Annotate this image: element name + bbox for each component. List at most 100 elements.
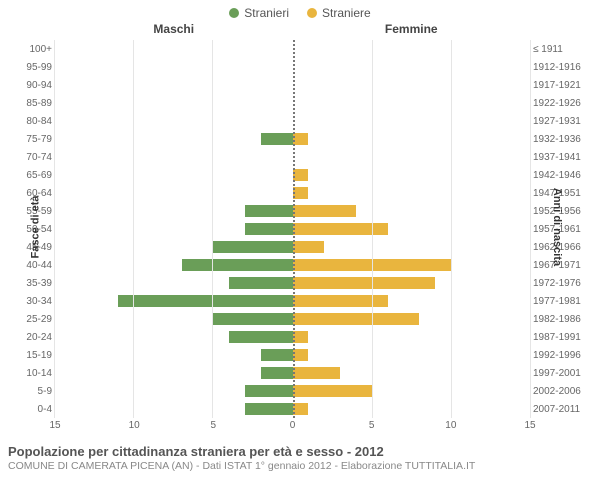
age-label: 50-54: [0, 220, 52, 238]
female-bar: [293, 277, 436, 290]
birth-label: 1967-1971: [533, 256, 600, 274]
legend-female-swatch: [307, 8, 317, 18]
bar-row: [55, 220, 293, 238]
gridline: [54, 40, 55, 418]
bar-row: [55, 400, 293, 418]
female-bar: [293, 349, 309, 362]
male-half: [55, 40, 293, 418]
bar-row: [293, 238, 531, 256]
female-half: [293, 40, 531, 418]
birth-label: ≤ 1911: [533, 40, 600, 58]
bar-row: [293, 382, 531, 400]
gridline: [212, 40, 213, 418]
bar-row: [293, 256, 531, 274]
bar-row: [55, 382, 293, 400]
bar-row: [55, 238, 293, 256]
age-label: 60-64: [0, 184, 52, 202]
birth-label: 1997-2001: [533, 364, 600, 382]
x-tick: 5: [211, 420, 217, 431]
chart-subtitle: COMUNE DI CAMERATA PICENA (AN) - Dati IS…: [8, 460, 592, 472]
birth-label: 1927-1931: [533, 112, 600, 130]
bar-row: [293, 130, 531, 148]
age-label: 0-4: [0, 400, 52, 418]
age-label: 25-29: [0, 310, 52, 328]
x-ticks: 15105051015: [55, 418, 530, 438]
legend-male: Stranieri: [229, 6, 289, 20]
bar-row: [55, 310, 293, 328]
age-label: 65-69: [0, 166, 52, 184]
birth-label: 1917-1921: [533, 76, 600, 94]
male-bar: [261, 367, 293, 380]
female-bar: [293, 205, 356, 218]
bar-row: [55, 328, 293, 346]
chart-title: Popolazione per cittadinanza straniera p…: [8, 444, 592, 459]
x-tick: 0: [290, 420, 296, 431]
female-bar: [293, 187, 309, 200]
bar-row: [293, 328, 531, 346]
birth-label: 1977-1981: [533, 292, 600, 310]
birth-label: 1932-1936: [533, 130, 600, 148]
bar-row: [55, 130, 293, 148]
chart-footer: Popolazione per cittadinanza straniera p…: [0, 438, 600, 472]
chart-area: Fasce di età Anni di nascita 100+95-9990…: [0, 36, 600, 418]
legend-female: Straniere: [307, 6, 371, 20]
male-bar: [229, 277, 292, 290]
bar-row: [55, 112, 293, 130]
male-bar: [213, 241, 292, 254]
bar-row: [293, 292, 531, 310]
bar-row: [293, 148, 531, 166]
age-label: 20-24: [0, 328, 52, 346]
male-bar: [261, 133, 293, 146]
y-axis-title-right: Anni di nascita: [551, 188, 563, 266]
bar-row: [293, 40, 531, 58]
age-label: 15-19: [0, 346, 52, 364]
age-label: 10-14: [0, 364, 52, 382]
bar-row: [293, 202, 531, 220]
bar-row: [55, 202, 293, 220]
legend-male-swatch: [229, 8, 239, 18]
legend-male-label: Stranieri: [244, 6, 289, 20]
age-label: 40-44: [0, 256, 52, 274]
header-male: Maschi: [0, 22, 293, 36]
bar-row: [293, 166, 531, 184]
female-bar: [293, 241, 325, 254]
bar-row: [55, 256, 293, 274]
y-axis-right: ≤ 19111912-19161917-19211922-19261927-19…: [530, 40, 600, 418]
male-bar: [213, 313, 292, 326]
bar-row: [293, 76, 531, 94]
bar-row: [293, 94, 531, 112]
male-bar: [229, 331, 292, 344]
chart-legend: Stranieri Straniere: [0, 0, 600, 22]
male-bar: [118, 295, 292, 308]
bar-row: [55, 94, 293, 112]
age-label: 100+: [0, 40, 52, 58]
birth-label: 2002-2006: [533, 382, 600, 400]
age-label: 90-94: [0, 76, 52, 94]
x-tick: 10: [445, 420, 456, 431]
male-bar: [245, 385, 293, 398]
age-label: 35-39: [0, 274, 52, 292]
male-bar: [245, 205, 293, 218]
female-bar: [293, 313, 420, 326]
male-bar: [245, 403, 293, 416]
female-bar: [293, 223, 388, 236]
bar-row: [55, 76, 293, 94]
female-bar: [293, 367, 341, 380]
x-tick: 15: [524, 420, 535, 431]
gridline: [372, 40, 373, 418]
birth-label: 1912-1916: [533, 58, 600, 76]
birth-label: 1957-1961: [533, 220, 600, 238]
bar-row: [55, 166, 293, 184]
female-bar: [293, 331, 309, 344]
bar-row: [55, 292, 293, 310]
birth-label: 1937-1941: [533, 148, 600, 166]
age-label: 30-34: [0, 292, 52, 310]
male-bar: [182, 259, 293, 272]
birth-label: 1962-1966: [533, 238, 600, 256]
bar-row: [293, 400, 531, 418]
male-bar: [245, 223, 293, 236]
bar-row: [55, 346, 293, 364]
bar-row: [55, 148, 293, 166]
bar-row: [293, 184, 531, 202]
age-label: 55-59: [0, 202, 52, 220]
